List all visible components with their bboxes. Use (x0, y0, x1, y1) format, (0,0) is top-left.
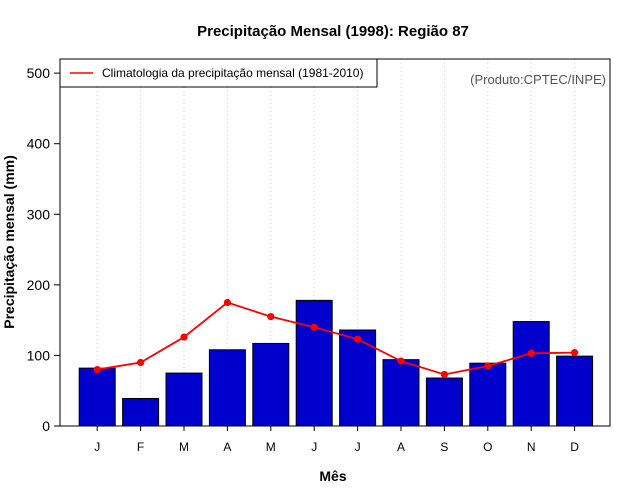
bar-5 (252, 342, 290, 427)
bar-9 (425, 377, 463, 427)
legend: Climatologia da precipitação mensal (198… (59, 58, 378, 88)
x-axis-label: Mês (319, 468, 346, 484)
y-tick-label: 100 (27, 347, 51, 363)
x-tick-label: J (94, 440, 100, 454)
y-tick-label: 500 (27, 65, 51, 81)
y-axis: 0 100 200 300 400 500 (27, 65, 60, 434)
climatology-series (93, 298, 579, 379)
x-tick-label: F (137, 440, 144, 454)
bar-1 (78, 367, 116, 427)
climatology-point-7 (354, 335, 362, 343)
legend-box (59, 58, 378, 88)
climatology-point-8 (397, 357, 405, 365)
x-tick-label: A (223, 440, 231, 454)
bar-11 (512, 321, 550, 427)
source-annotation: (Produto:CPTEC/INPE) (470, 72, 606, 87)
climatology-point-1 (93, 365, 101, 374)
x-tick-label: A (397, 440, 405, 454)
y-tick-label: 300 (27, 206, 51, 222)
y-tick-label: 400 (27, 136, 51, 152)
climatology-point-3 (180, 333, 188, 341)
climatology-line (97, 301, 575, 376)
legend-entry-climatology: Climatologia da precipitação mensal (198… (102, 66, 363, 80)
chart-title: Precipitação Mensal (1998): Região 87 (197, 23, 469, 40)
climatology-point-10 (484, 362, 492, 370)
y-axis-label: Precipitação mensal (mm) (1, 155, 17, 329)
bar-12 (556, 355, 594, 427)
climatology-point-11 (527, 349, 535, 357)
climatology-point-12 (571, 349, 579, 357)
bar-8 (382, 359, 420, 427)
bar-4 (208, 349, 246, 427)
x-tick-label: J (355, 440, 361, 454)
x-tick-label: D (570, 440, 579, 454)
x-tick-label: M (266, 440, 276, 454)
x-tick-label: M (179, 440, 189, 454)
climatology-point-5 (267, 313, 275, 321)
climatology-point-6 (310, 323, 318, 331)
bar-10 (469, 362, 507, 427)
bar-3 (165, 372, 203, 427)
climatology-point-9 (440, 370, 448, 379)
bar-series (78, 299, 594, 427)
climatology-point-2 (137, 358, 145, 367)
climatology-point-4 (223, 298, 231, 307)
x-tick-label: J (311, 440, 317, 454)
y-tick-label: 200 (27, 277, 51, 293)
bar-6 (295, 299, 333, 427)
bar-7 (339, 329, 377, 427)
y-tick-label: 0 (42, 418, 50, 434)
x-tick-label: O (483, 440, 492, 454)
x-tick-label: N (527, 440, 536, 454)
bar-2 (122, 397, 160, 427)
x-tick-label: S (440, 440, 448, 454)
